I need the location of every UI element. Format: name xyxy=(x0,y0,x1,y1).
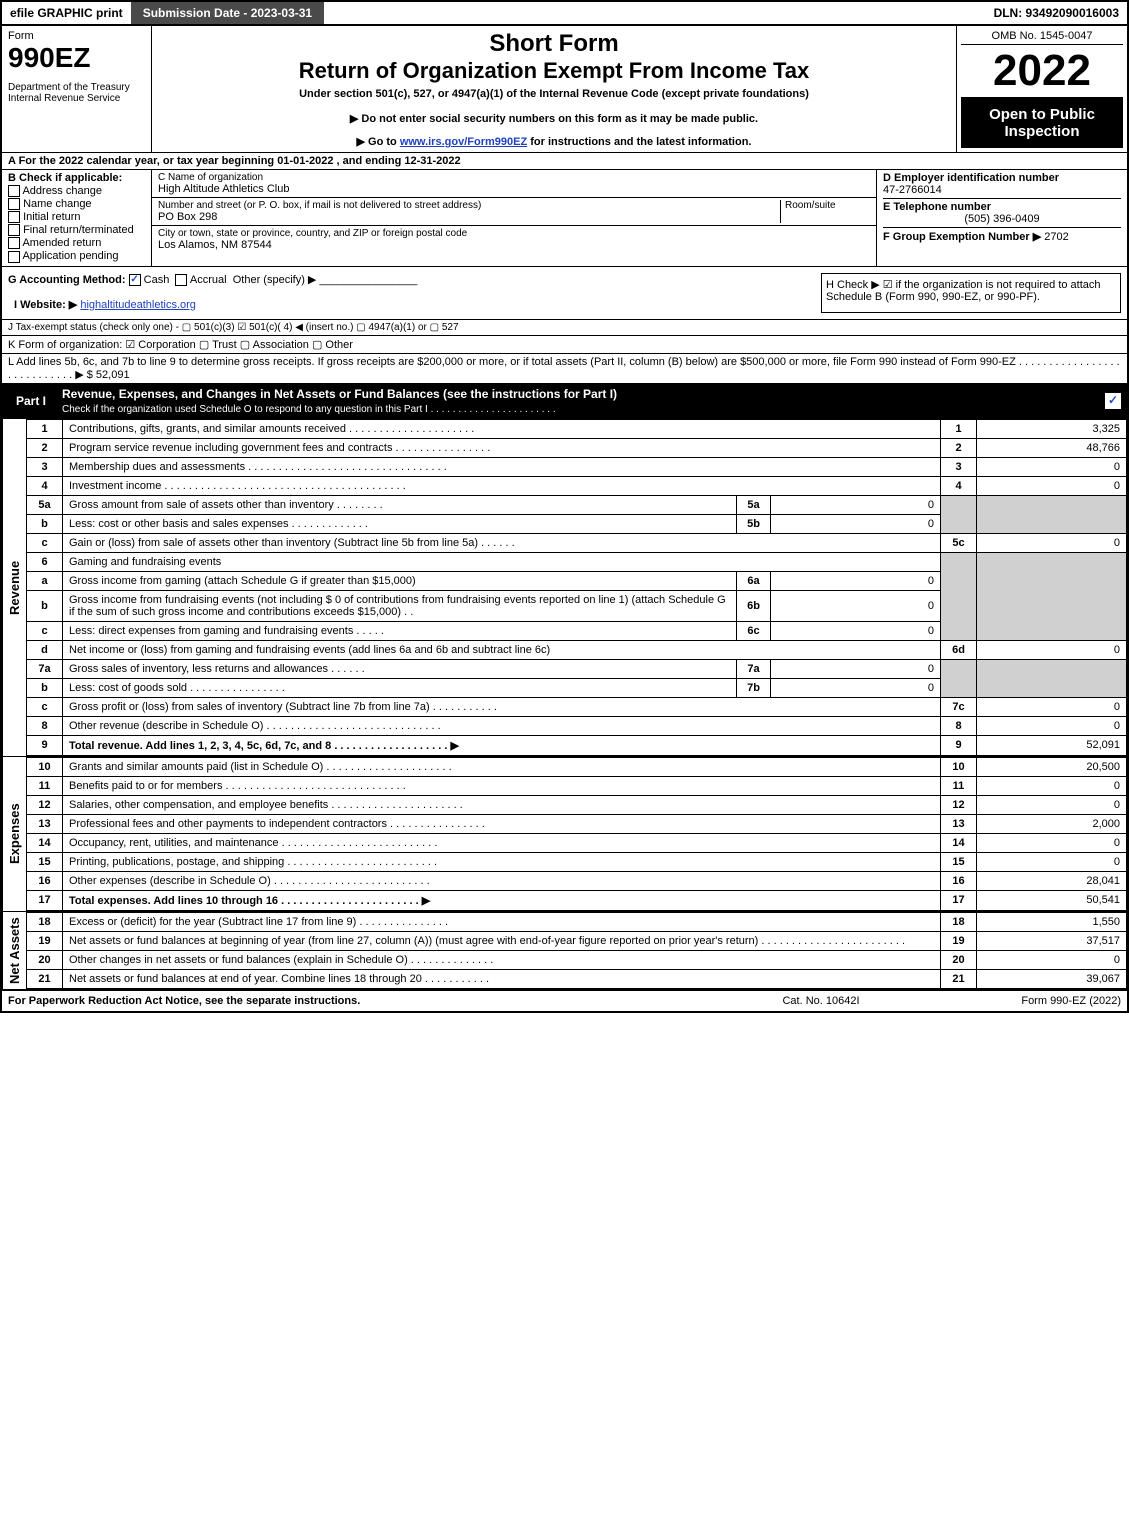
revenue-label: Revenue xyxy=(2,419,26,756)
omb-number: OMB No. 1545-0047 xyxy=(961,30,1123,45)
title-return: Return of Organization Exempt From Incom… xyxy=(160,58,948,84)
d-group-label: F Group Exemption Number ▶ xyxy=(883,231,1041,243)
footer-left: For Paperwork Reduction Act Notice, see … xyxy=(8,995,721,1007)
header-left: Form 990EZ Department of the Treasury In… xyxy=(2,26,152,152)
d-ein-label: D Employer identification number xyxy=(883,172,1121,184)
row-a-text: A For the 2022 calendar year, or tax yea… xyxy=(8,155,461,167)
goto-line: ▶ Go to www.irs.gov/Form990EZ for instru… xyxy=(160,135,948,148)
part1-title: Revenue, Expenses, and Changes in Net As… xyxy=(62,387,1097,415)
header-center: Short Form Return of Organization Exempt… xyxy=(152,26,957,152)
net-assets-section: Net Assets 18Excess or (deficit) for the… xyxy=(2,911,1127,989)
c-street-label: Number and street (or P. O. box, if mail… xyxy=(158,200,780,211)
c-name-value: High Altitude Athletics Club xyxy=(158,183,870,195)
c-city-value: Los Alamos, NM 87544 xyxy=(158,239,870,251)
form-990ez-page: efile GRAPHIC print Submission Date - 20… xyxy=(0,0,1129,1013)
b-label: B Check if applicable: xyxy=(8,172,145,184)
page-footer: For Paperwork Reduction Act Notice, see … xyxy=(2,989,1127,1011)
row-l: L Add lines 5b, 6c, and 7b to line 9 to … xyxy=(2,353,1127,383)
col-b: B Check if applicable: Address change Na… xyxy=(2,170,152,266)
d-tel-value: (505) 396-0409 xyxy=(883,213,1121,225)
warning-ssn: ▶ Do not enter social security numbers o… xyxy=(160,112,948,125)
expenses-table: 10Grants and similar amounts paid (list … xyxy=(26,757,1127,911)
efile-label[interactable]: efile GRAPHIC print xyxy=(2,2,131,24)
d-group-value: 2702 xyxy=(1044,231,1068,243)
submission-date: Submission Date - 2023-03-31 xyxy=(131,2,324,24)
h-box: H Check ▶ ☑ if the organization is not r… xyxy=(821,273,1121,313)
website-link[interactable]: highaltitudeathletics.org xyxy=(80,299,196,311)
net-assets-table: 18Excess or (deficit) for the year (Subt… xyxy=(26,912,1127,989)
chk-cash[interactable] xyxy=(129,274,141,286)
chk-accrual[interactable] xyxy=(175,274,187,286)
chk-application-pending[interactable]: Application pending xyxy=(8,250,145,262)
c-street-value: PO Box 298 xyxy=(158,211,780,223)
part1-check[interactable]: ✓ xyxy=(1105,393,1121,409)
header-right: OMB No. 1545-0047 2022 Open to Public In… xyxy=(957,26,1127,152)
c-street-cell: Number and street (or P. O. box, if mail… xyxy=(152,198,876,226)
row-a: A For the 2022 calendar year, or tax yea… xyxy=(2,152,1127,169)
open-to-public: Open to Public Inspection xyxy=(961,97,1123,148)
col-c: C Name of organization High Altitude Ath… xyxy=(152,170,877,266)
dept-label: Department of the Treasury Internal Reve… xyxy=(8,82,145,104)
subtitle-under: Under section 501(c), 527, or 4947(a)(1)… xyxy=(160,88,948,100)
goto-pre: ▶ Go to xyxy=(357,136,400,148)
form-word: Form xyxy=(8,30,145,42)
row-k: K Form of organization: ☑ Corporation ▢ … xyxy=(2,335,1127,353)
footer-catno: Cat. No. 10642I xyxy=(721,995,921,1007)
expenses-label: Expenses xyxy=(2,757,26,911)
d-group: F Group Exemption Number ▶ 2702 xyxy=(883,227,1121,243)
row-b-c-d: B Check if applicable: Address change Na… xyxy=(2,169,1127,266)
chk-amended-return[interactable]: Amended return xyxy=(8,237,145,249)
tax-year: 2022 xyxy=(961,45,1123,97)
footer-formref: Form 990-EZ (2022) xyxy=(921,995,1121,1007)
chk-name-change[interactable]: Name change xyxy=(8,198,145,210)
chk-final-return[interactable]: Final return/terminated xyxy=(8,224,145,236)
col-d: D Employer identification number 47-2766… xyxy=(877,170,1127,266)
c-name-label: C Name of organization xyxy=(158,172,870,183)
top-bar: efile GRAPHIC print Submission Date - 20… xyxy=(2,2,1127,24)
revenue-table: 1Contributions, gifts, grants, and simil… xyxy=(26,419,1127,756)
expenses-section: Expenses 10Grants and similar amounts pa… xyxy=(2,756,1127,911)
c-name-cell: C Name of organization High Altitude Ath… xyxy=(152,170,876,198)
c-room-label: Room/suite xyxy=(780,200,870,223)
row-g-h: G Accounting Method: Cash Accrual Other … xyxy=(2,266,1127,319)
dln: DLN: 93492090016003 xyxy=(986,2,1127,24)
revenue-section: Revenue 1Contributions, gifts, grants, a… xyxy=(2,418,1127,756)
g-accounting: G Accounting Method: Cash Accrual Other … xyxy=(8,273,821,286)
title-short-form: Short Form xyxy=(160,30,948,58)
part1-num: Part I xyxy=(8,392,54,410)
d-ein-value: 47-2766014 xyxy=(883,184,1121,196)
goto-post: for instructions and the latest informat… xyxy=(527,136,751,148)
chk-address-change[interactable]: Address change xyxy=(8,185,145,197)
c-city-label: City or town, state or province, country… xyxy=(158,228,870,239)
row-j: J Tax-exempt status (check only one) - ▢… xyxy=(2,319,1127,335)
c-city-cell: City or town, state or province, country… xyxy=(152,226,876,253)
form-number: 990EZ xyxy=(8,42,145,74)
chk-initial-return[interactable]: Initial return xyxy=(8,211,145,223)
form-header: Form 990EZ Department of the Treasury In… xyxy=(2,24,1127,152)
g-left: G Accounting Method: Cash Accrual Other … xyxy=(8,273,821,313)
net-assets-label: Net Assets xyxy=(2,912,26,989)
d-tel-label: E Telephone number xyxy=(883,201,1121,213)
part1-header: Part I Revenue, Expenses, and Changes in… xyxy=(2,383,1127,418)
row-i: I Website: ▶ highaltitudeathletics.org xyxy=(8,296,821,313)
d-tel: E Telephone number (505) 396-0409 xyxy=(883,198,1121,225)
h-text: H Check ▶ ☑ if the organization is not r… xyxy=(826,279,1101,303)
goto-link[interactable]: www.irs.gov/Form990EZ xyxy=(400,136,527,148)
